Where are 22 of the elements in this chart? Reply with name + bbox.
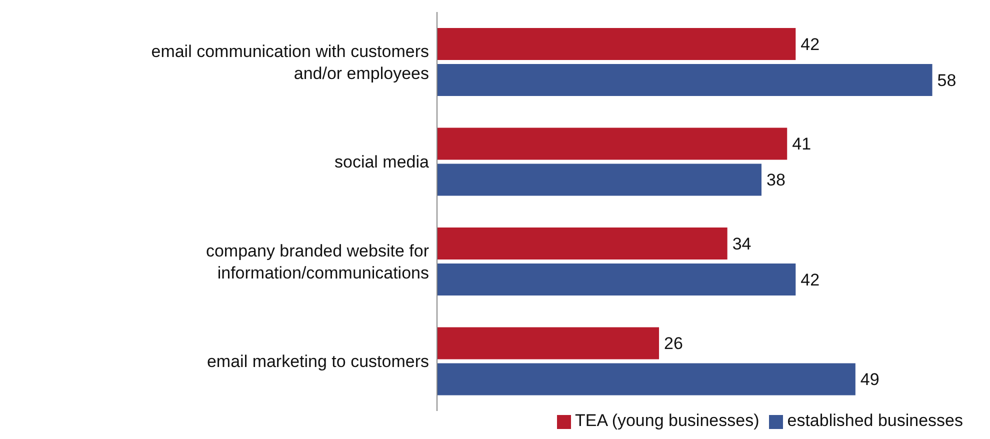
bar [437, 327, 660, 360]
y-tick-label: email communication with customers and/or employees [151, 41, 429, 82]
bar [437, 263, 796, 296]
bar [437, 28, 796, 60]
bar [437, 227, 728, 260]
data-label: 26 [664, 334, 683, 354]
bar [437, 64, 932, 96]
data-label: 34 [732, 234, 752, 254]
bar [437, 363, 856, 396]
y-tick-label: email marketing to customers [206, 352, 429, 371]
data-label: 58 [937, 70, 956, 90]
bar [437, 164, 762, 196]
data-label: 42 [800, 34, 820, 54]
data-label: 38 [766, 170, 786, 190]
y-tick-label: social media [334, 152, 430, 172]
legend-label: TEA (young businesses) [574, 411, 760, 430]
data-label: 41 [792, 134, 812, 154]
data-label: 49 [860, 370, 880, 390]
legend-label: established businesses [787, 411, 964, 430]
data-label: 42 [800, 270, 820, 290]
y-tick-label: company branded website for information/communications [206, 240, 430, 282]
bar [437, 128, 788, 160]
